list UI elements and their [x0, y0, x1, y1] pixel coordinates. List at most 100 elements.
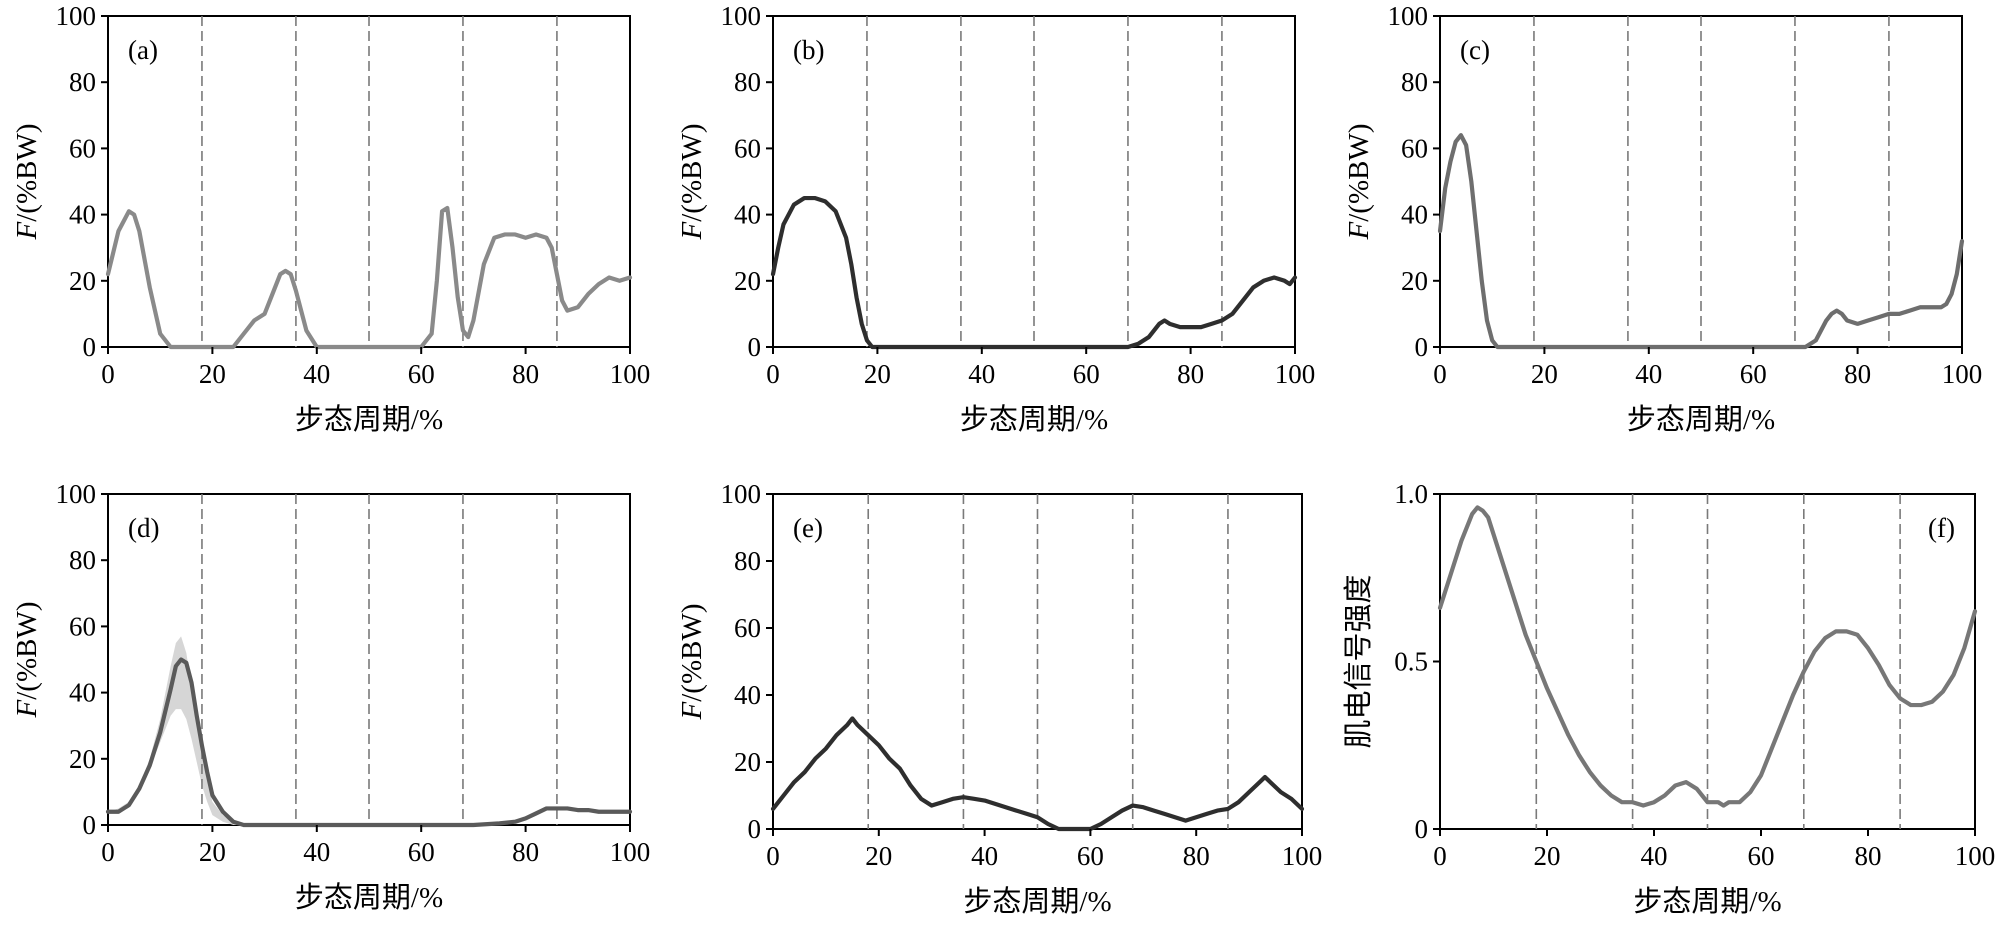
x-tick-label: 80 — [1855, 841, 1882, 871]
x-tick-label: 60 — [408, 837, 435, 867]
x-axis-title: 步态周期/% — [1627, 403, 1775, 436]
y-tick-label: 60 — [69, 133, 96, 163]
y-tick-label: 40 — [1401, 200, 1428, 230]
chart-panel: 0 20 40 60 80 100 0 20 40 60 80 100 步态周期/% F/(%BW) (e) — [676, 479, 1322, 918]
y-axis-title-italic: F — [11, 221, 43, 240]
x-tick-label: 100 — [1955, 841, 1996, 871]
y-axis-title: F/(%BW) — [676, 124, 708, 241]
y-tick-label: 80 — [69, 67, 96, 97]
y-axis-title-italic: F — [676, 701, 708, 720]
y-tick-label: 60 — [734, 613, 761, 643]
x-tick-label: 100 — [610, 359, 651, 389]
y-axis-title: F/(%BW) — [1343, 124, 1375, 241]
x-tick-label: 80 — [512, 359, 539, 389]
x-axis-title: 步态周期/% — [295, 881, 443, 914]
x-tick-label: 40 — [1641, 841, 1668, 871]
series-line — [105, 657, 633, 828]
chart-panel: 0 20 40 60 80 100 0 20 40 60 80 100 步态周期/% F/(%BW) (b) — [676, 1, 1315, 436]
y-axis-title-rest: /(%BW) — [11, 602, 43, 700]
chart-panel: 0 20 40 60 80 100 0 20 40 60 80 100 步态周期/% F/(%BW) (a) — [11, 1, 650, 436]
series-line — [770, 716, 1305, 832]
panel-label: (f) — [1928, 513, 1955, 543]
y-axis-title-rest: /(%BW) — [676, 124, 708, 222]
y-tick-label: 20 — [734, 266, 761, 296]
x-tick-label: 40 — [1635, 359, 1662, 389]
y-axis-title-rest: /(%BW) — [11, 124, 43, 222]
y-tick-label: 40 — [69, 678, 96, 708]
y-axis-title-italic: F — [1343, 221, 1375, 240]
panel-label: (e) — [793, 513, 823, 543]
y-tick-label: 80 — [1401, 67, 1428, 97]
y-tick-label: 20 — [1401, 266, 1428, 296]
y-axis-title-italic: F — [11, 699, 43, 718]
y-axis-title: 肌电信号强度 — [1342, 574, 1375, 748]
y-tick-label: 100 — [721, 1, 762, 31]
x-tick-label: 40 — [971, 841, 998, 871]
x-axis-title: 步态周期/% — [960, 403, 1108, 436]
x-tick-label: 0 — [101, 837, 115, 867]
y-axis-title: F/(%BW) — [676, 604, 708, 721]
x-tick-label: 60 — [1073, 359, 1100, 389]
y-tick-label: 80 — [69, 545, 96, 575]
x-tick-label: 0 — [101, 359, 115, 389]
x-tick-label: 0 — [1433, 841, 1447, 871]
x-tick-label: 40 — [968, 359, 995, 389]
x-tick-label: 40 — [303, 359, 330, 389]
y-tick-label: 60 — [734, 133, 761, 163]
y-tick-label: 20 — [734, 747, 761, 777]
x-tick-label: 20 — [865, 841, 892, 871]
x-tick-label: 80 — [512, 837, 539, 867]
y-tick-label: 80 — [734, 546, 761, 576]
panel-label: (b) — [793, 35, 824, 65]
y-tick-label: 20 — [69, 266, 96, 296]
y-axis-title: F/(%BW) — [11, 602, 43, 719]
y-tick-label: 1.0 — [1394, 479, 1428, 509]
y-tick-label: 0.5 — [1394, 647, 1428, 677]
series-line — [770, 195, 1298, 350]
x-tick-label: 60 — [408, 359, 435, 389]
y-tick-label: 60 — [1401, 133, 1428, 163]
y-tick-label: 100 — [56, 479, 97, 509]
series-line — [1437, 133, 1965, 350]
series-line — [1437, 505, 1978, 808]
y-tick-label: 0 — [1415, 814, 1429, 844]
x-tick-label: 100 — [1282, 841, 1323, 871]
y-tick-label: 80 — [734, 67, 761, 97]
x-tick-label: 0 — [766, 841, 780, 871]
x-tick-label: 80 — [1177, 359, 1204, 389]
y-tick-label: 60 — [69, 611, 96, 641]
x-tick-label: 60 — [1748, 841, 1775, 871]
y-tick-label: 40 — [69, 200, 96, 230]
y-tick-label: 20 — [69, 744, 96, 774]
x-axis-title: 步态周期/% — [963, 885, 1111, 918]
y-tick-label: 40 — [734, 200, 761, 230]
y-tick-label: 100 — [721, 479, 762, 509]
panel-label: (c) — [1460, 35, 1490, 65]
x-tick-label: 20 — [1531, 359, 1558, 389]
y-tick-label: 0 — [1415, 332, 1429, 362]
x-tick-label: 20 — [199, 359, 226, 389]
y-axis-title-rest: /(%BW) — [676, 604, 708, 702]
x-tick-label: 0 — [1433, 359, 1447, 389]
y-axis-title: F/(%BW) — [11, 124, 43, 241]
x-tick-label: 60 — [1740, 359, 1767, 389]
x-axis-title: 步态周期/% — [1633, 885, 1781, 918]
y-tick-label: 0 — [83, 332, 97, 362]
y-axis-title-rest: 肌电信号强度 — [1342, 574, 1375, 748]
x-tick-label: 20 — [864, 359, 891, 389]
y-tick-label: 0 — [748, 814, 762, 844]
y-tick-label: 100 — [56, 1, 97, 31]
chart-panel: 0 20 40 60 80 100 0 20 40 60 80 100 步态周期/% F/(%BW) (d) — [11, 479, 650, 914]
panel-label: (d) — [128, 513, 159, 543]
x-tick-label: 60 — [1077, 841, 1104, 871]
y-tick-label: 40 — [734, 680, 761, 710]
y-tick-label: 0 — [748, 332, 762, 362]
x-tick-label: 100 — [1275, 359, 1316, 389]
y-axis-title-italic: F — [676, 221, 708, 240]
x-tick-label: 20 — [1534, 841, 1561, 871]
panel-label: (a) — [128, 35, 158, 65]
x-tick-label: 20 — [199, 837, 226, 867]
chart-panel: 0 20 40 60 80 100 0 0.5 1.0 步态周期/% 肌电信号强度 (f) — [1342, 479, 1995, 918]
y-axis-title-rest: /(%BW) — [1343, 124, 1375, 222]
